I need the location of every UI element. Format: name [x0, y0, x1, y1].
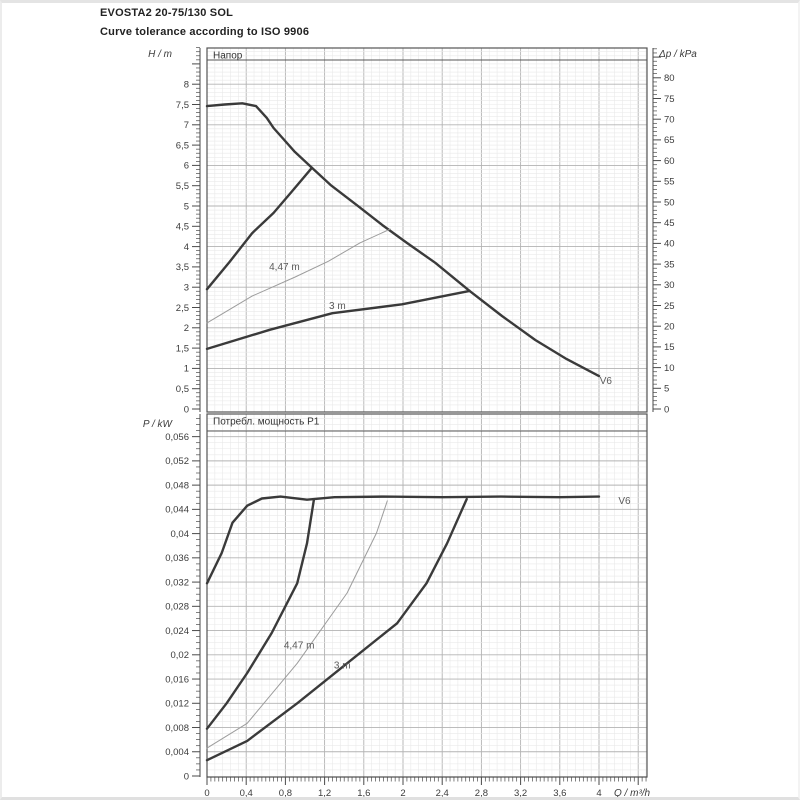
x-axis-title: Q / m³/h [614, 788, 651, 799]
y-tick-label-right: 20 [664, 321, 675, 332]
y-tick-label: 0,044 [165, 505, 189, 516]
grid [207, 48, 647, 412]
head-chart: 4,47 m 3 m V6 Напор 0 0,5 1 1,5 2 2,5 3 3,5 4 4,5 5 5,5… [148, 47, 697, 415]
x-tick-label: 0 [204, 788, 209, 799]
y-axis-left: 0 0,5 1 1,5 2 2,5 3 3,5 4 4,5 5 5,5 6 6,5 7 7,5 8 H / m [148, 47, 201, 415]
x-tick-label: 3,2 [514, 788, 527, 799]
y-tick-label: 0,036 [165, 553, 189, 564]
y-tick-label: 3 [184, 283, 189, 294]
chart-title: Напор [213, 51, 243, 62]
y-axis-title-right: Δp / kPa [658, 49, 697, 60]
curve-label: V6 [618, 496, 631, 507]
y-tick-label: 0 [184, 404, 189, 415]
x-tick-label: 1,2 [318, 788, 331, 799]
y-tick-label: 6,5 [176, 140, 189, 151]
y-tick-label-right: 80 [664, 73, 675, 84]
y-tick-label: 7 [184, 120, 189, 131]
y-tick-label-right: 25 [664, 301, 675, 312]
curve-v6-power-curve [205, 495, 601, 585]
chart-title: Потребл. мощность P1 [213, 416, 320, 428]
y-tick-label-right: 45 [664, 218, 675, 229]
y-axis-title-left: P / kW [143, 419, 174, 430]
y-tick-label: 3,5 [176, 262, 189, 273]
y-tick-label: 2 [184, 323, 189, 334]
curve-label: 3 m [329, 301, 346, 312]
pump-performance-charts: 4,47 m 3 m V6 Напор 0 0,5 1 1,5 2 2,5 3 3,5 4 4,5 5 5,5… [143, 47, 697, 799]
curve-setpoint-3m-power [205, 497, 468, 762]
power-chart: 4,47 m 3 m V6 Потребл. мощность P1 0 0,004 0,0… [143, 413, 651, 799]
curve-v6-head-curve [205, 102, 601, 378]
y-tick-label: 0,028 [165, 602, 189, 613]
y-tick-label: 0,024 [165, 626, 189, 637]
x-axis: 0 0,4 0,8 1,2 1,6 2 2,4 2,8 3,2 3,6 4 Q / m³/h [204, 776, 651, 799]
y-tick-label: 1 [184, 364, 189, 375]
plot-border [206, 47, 648, 413]
y-tick-label: 0,032 [165, 577, 189, 588]
x-tick-label: 0,4 [240, 788, 253, 799]
y-tick-label-right: 30 [664, 280, 675, 291]
curve-rising-limit-head [205, 166, 314, 291]
curve-label: V6 [600, 376, 613, 387]
y-tick-label: 1,5 [176, 343, 189, 354]
x-tick-label: 2,4 [436, 788, 449, 799]
y-axis-right: 0 5 10 15 20 25 30 35 40 45 50 55 60 65 70 75 80 Δp / kPa [652, 48, 697, 415]
y-tick-label: 0,02 [171, 650, 190, 661]
y-tick-label: 0,04 [171, 529, 190, 540]
y-tick-label: 6 [184, 161, 189, 172]
y-tick-label: 7,5 [176, 100, 189, 111]
x-tick-label: 1,6 [357, 788, 370, 799]
curve-label: 3 m [334, 661, 351, 672]
x-tick-label: 0,8 [279, 788, 292, 799]
curve-label: 4,47 m [284, 641, 315, 652]
curve-setpoint-3m-head [205, 289, 471, 351]
y-tick-label: 4,5 [176, 222, 189, 233]
y-tick-label: 0 [184, 771, 189, 782]
y-tick-label: 2,5 [176, 303, 189, 314]
x-tick-label: 3,6 [553, 788, 566, 799]
y-tick-label: 0,052 [165, 456, 189, 467]
doc-subtitle: Curve tolerance according to ISO 9906 [100, 26, 310, 38]
y-tick-label: 4 [184, 242, 189, 253]
doc-title: EVOSTA2 20-75/130 SOL [100, 7, 233, 19]
curve-rising-limit-power [205, 499, 315, 730]
y-tick-label-right: 55 [664, 177, 675, 188]
y-axis-left: 0 0,004 0,008 0,012 0,016 0,02 0,024 0,028 0,032… [143, 414, 201, 782]
y-tick-label-right: 15 [664, 342, 675, 353]
y-tick-label-right: 0 [664, 404, 669, 415]
curve-setpoint-4-47m-head [206, 228, 391, 324]
y-tick-label-right: 70 [664, 114, 675, 125]
y-tick-label: 0,004 [165, 747, 189, 758]
y-tick-label-right: 10 [664, 363, 675, 374]
y-tick-label-right: 35 [664, 259, 675, 270]
y-tick-label-right: 75 [664, 94, 675, 105]
y-tick-label: 0,008 [165, 723, 189, 734]
y-tick-label: 0,048 [165, 480, 189, 491]
y-tick-label-right: 50 [664, 197, 675, 208]
x-tick-label: 2,8 [475, 788, 488, 799]
curve-label: 4,47 m [269, 262, 300, 273]
y-tick-label-right: 60 [664, 156, 675, 167]
y-axis-title-left: H / m [148, 49, 172, 60]
y-tick-label: 5 [184, 201, 189, 212]
grid [207, 414, 647, 777]
y-tick-label: 0,5 [176, 384, 189, 395]
y-tick-label: 5,5 [176, 181, 189, 192]
x-tick-label: 2 [400, 788, 405, 799]
curve-setpoint-4-47m-power [206, 500, 388, 749]
y-tick-label-right: 40 [664, 239, 675, 250]
y-tick-label-right: 5 [664, 384, 669, 395]
y-tick-label: 0,012 [165, 699, 189, 710]
y-tick-label-right: 65 [664, 135, 675, 146]
x-tick-label: 4 [596, 788, 601, 799]
y-tick-label: 0,056 [165, 432, 189, 443]
y-tick-label: 8 [184, 80, 189, 91]
y-tick-label: 0,016 [165, 674, 189, 685]
